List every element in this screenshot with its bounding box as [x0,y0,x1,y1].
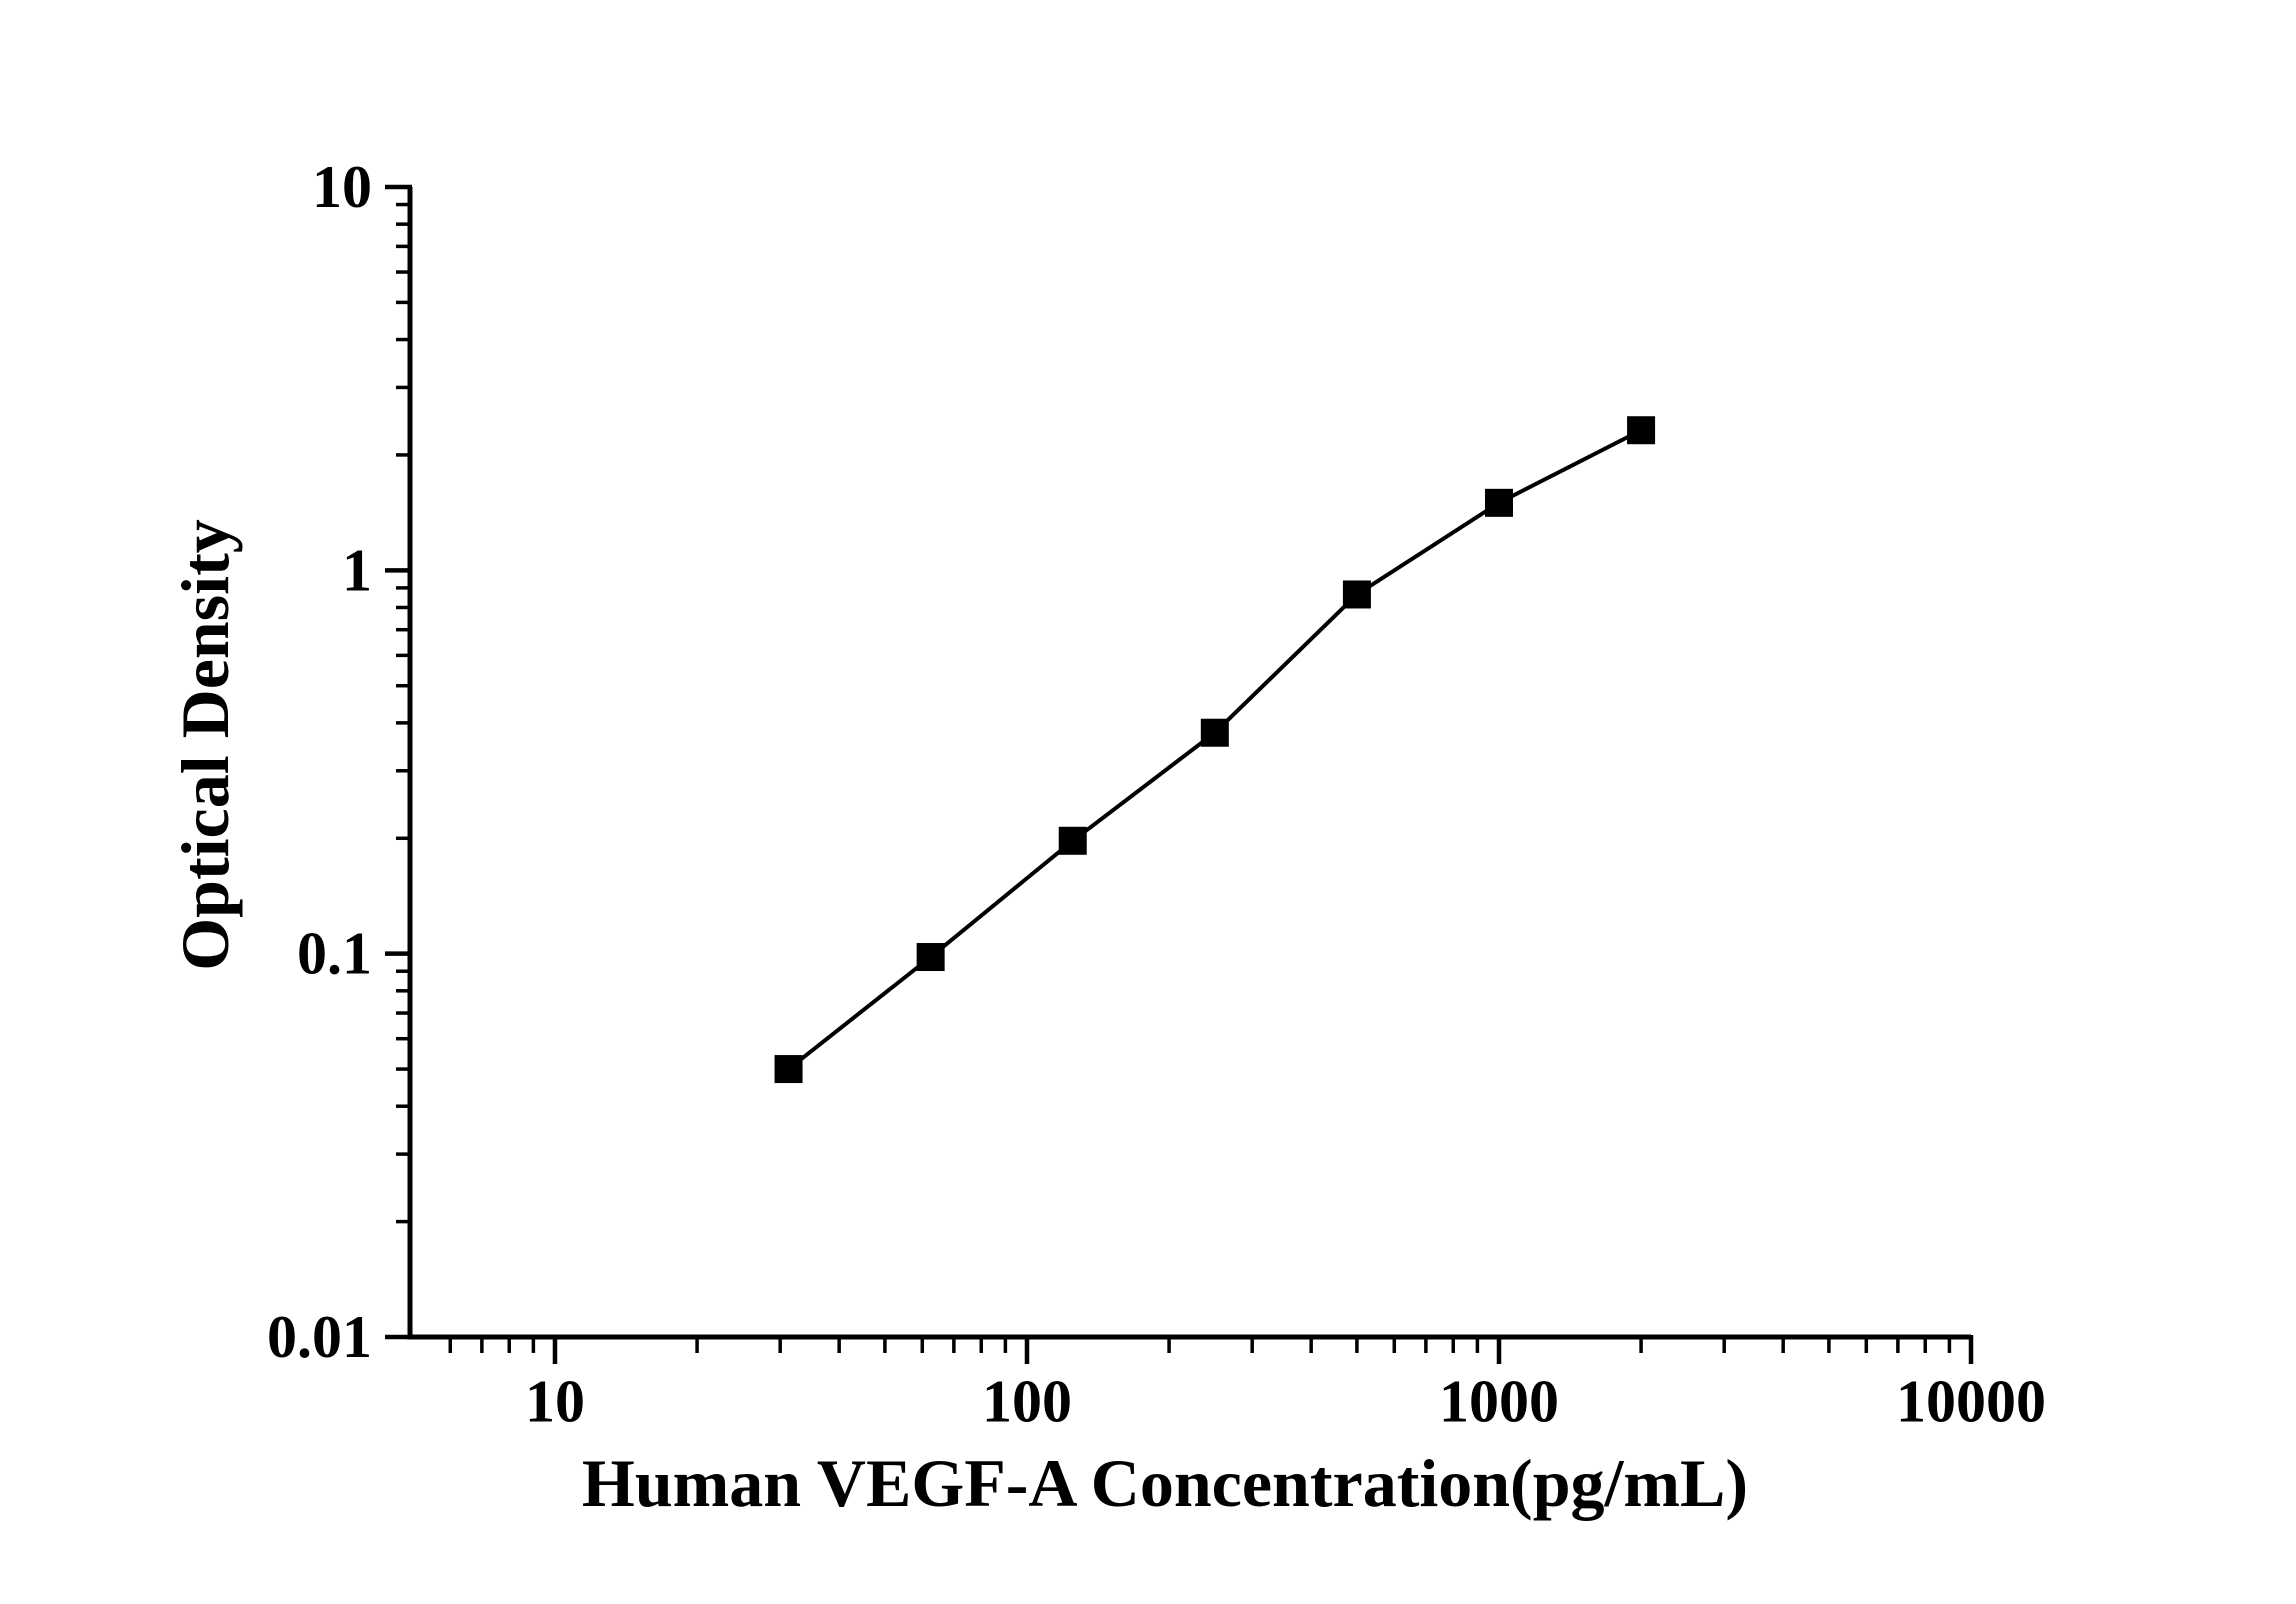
data-point-marker [1627,416,1656,445]
curve-line [787,428,1642,1071]
y-tick-label: 1 [342,537,372,603]
data-point-marker [916,943,945,972]
axis-spines [407,187,1971,1340]
y-tick-label: 10 [312,154,372,220]
axes [407,187,1971,1340]
y-tick-label: 0.1 [297,921,372,987]
x-tick-label: 10 [525,1368,585,1434]
x-axis-title: Human VEGF-A Concentration(pg/mL) [582,1445,1748,1521]
data-point-marker [1058,826,1087,855]
x-tick-label: 100 [982,1368,1072,1434]
data-series [774,416,1656,1084]
x-tick-label: 1000 [1439,1368,1559,1434]
tick-labels: 10 100 1000 10000 10 1 0.1 0.01 [267,154,2046,1434]
y-axis-title: Optical Density [167,519,243,970]
data-point-marker [1342,580,1371,609]
data-point-marker [1200,718,1229,747]
data-point-marker [1484,488,1513,517]
data-point-marker [774,1055,803,1084]
x-tick-label: 10000 [1896,1368,2046,1434]
tick-marks [385,184,1974,1364]
y-tick-label: 0.01 [267,1304,372,1370]
